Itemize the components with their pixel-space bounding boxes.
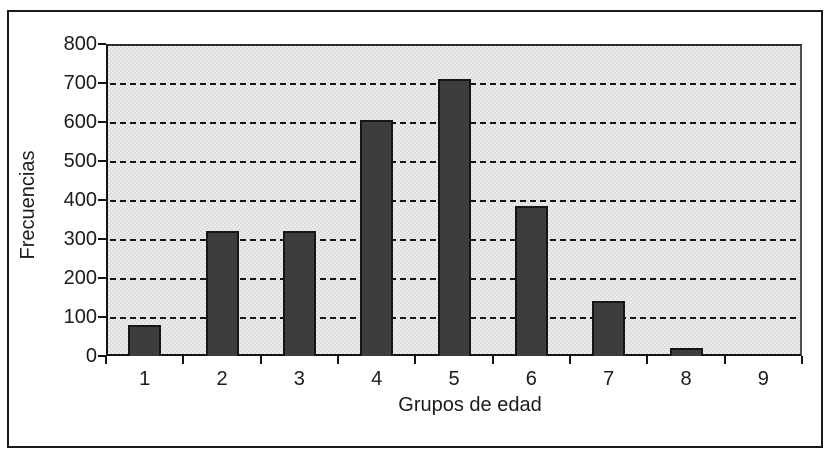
y-tick-500	[98, 160, 106, 162]
y-tick-label-0: 0	[85, 345, 97, 367]
y-tick-300	[98, 238, 106, 240]
bar-category-7	[592, 301, 626, 356]
y-tick-200	[98, 277, 106, 279]
bar-category-4	[360, 120, 394, 356]
y-tick-400	[98, 199, 106, 201]
y-tick-label-600: 600	[63, 111, 97, 133]
y-tick-700	[98, 82, 106, 84]
x-tick-label-1: 1	[139, 368, 151, 390]
x-axis-title: Grupos de edad	[398, 394, 542, 416]
y-tick-label-700: 700	[63, 72, 97, 94]
x-tick-3	[337, 356, 339, 364]
x-tick-0	[105, 356, 107, 364]
y-tick-800	[98, 43, 106, 45]
bar-category-1	[128, 324, 162, 356]
x-tick-7	[646, 356, 649, 364]
x-tick-label-5: 5	[448, 368, 460, 390]
x-tick-4	[414, 356, 417, 364]
x-tick-label-8: 8	[680, 368, 692, 390]
y-tick-label-400: 400	[63, 189, 97, 211]
plot-area	[106, 44, 802, 356]
y-tick-label-800: 800	[63, 33, 97, 55]
x-tick-label-9: 9	[757, 368, 769, 390]
y-tick-label-100: 100	[63, 306, 97, 328]
bar-category-5	[437, 79, 471, 356]
x-tick-label-6: 6	[525, 368, 537, 390]
x-tick-label-4: 4	[371, 368, 383, 390]
x-tick-label-2: 2	[216, 368, 228, 390]
x-tick-6	[569, 356, 571, 364]
y-tick-label-200: 200	[63, 267, 97, 289]
y-tick-600	[98, 121, 106, 123]
x-tick-label-3: 3	[293, 368, 305, 390]
y-tick-label-300: 300	[63, 228, 97, 250]
y-tick-100	[98, 316, 106, 318]
x-tick-8	[723, 356, 726, 364]
y-axis-title: Frecuencias	[17, 150, 39, 260]
x-tick-1	[182, 356, 185, 364]
bar-category-3	[282, 231, 316, 356]
x-tick-5	[491, 356, 494, 364]
bar-category-6	[514, 205, 548, 356]
x-tick-9	[801, 356, 803, 364]
y-tick-label-500: 500	[63, 150, 97, 172]
bar-category-2	[205, 231, 239, 356]
x-tick-2	[259, 356, 262, 364]
y-tick-0	[98, 355, 106, 357]
bar-category-8	[669, 348, 703, 356]
x-tick-label-7: 7	[603, 368, 615, 390]
